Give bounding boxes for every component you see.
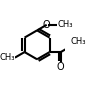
Text: CH₃: CH₃ (71, 37, 86, 46)
Text: CH₃: CH₃ (57, 20, 73, 29)
Text: O: O (43, 20, 51, 30)
Text: CH₃: CH₃ (0, 53, 15, 62)
Text: O: O (57, 62, 65, 72)
